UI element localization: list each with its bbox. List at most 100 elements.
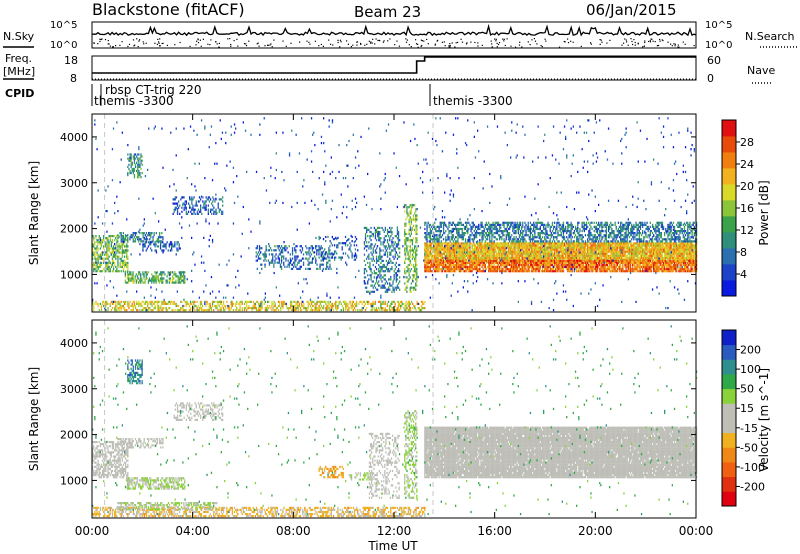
data-cell <box>426 244 428 247</box>
data-cell <box>317 249 319 252</box>
data-cell <box>126 265 128 269</box>
data-cell <box>554 244 556 247</box>
data-cell <box>97 239 99 242</box>
data-cell <box>99 263 101 267</box>
data-cell <box>196 204 198 207</box>
data-cell <box>134 277 136 280</box>
data-cell <box>632 254 634 257</box>
data-cell <box>591 248 593 251</box>
data-cell <box>178 200 180 203</box>
data-cell <box>319 247 321 250</box>
data-cell <box>99 253 101 256</box>
nsearch-point <box>136 38 138 40</box>
data-cell <box>155 279 157 282</box>
data-cell <box>628 246 631 249</box>
data-cell <box>561 252 563 255</box>
data-cell <box>130 271 132 274</box>
data-cell <box>183 279 185 282</box>
data-cell <box>420 309 423 312</box>
data-cell <box>305 251 307 254</box>
data-cell <box>105 253 107 256</box>
data-cell <box>279 300 281 303</box>
data-cell <box>411 286 414 289</box>
data-cell <box>563 256 566 259</box>
data-cell <box>591 252 593 255</box>
data-cell <box>248 300 250 303</box>
data-cell <box>329 300 331 303</box>
data-cell <box>158 304 160 308</box>
data-cell <box>655 258 657 261</box>
data-cell <box>560 250 562 253</box>
data-cell <box>173 273 175 276</box>
data-cell <box>137 236 139 239</box>
nsearch-point <box>449 43 451 45</box>
data-cell <box>537 242 539 245</box>
data-cell <box>176 241 178 244</box>
data-cell <box>116 255 118 258</box>
data-cell <box>455 242 457 245</box>
data-cell <box>408 302 411 305</box>
data-cell <box>112 265 115 269</box>
data-cell <box>287 259 289 262</box>
data-cell <box>449 248 451 251</box>
data-cell <box>431 256 434 259</box>
data-cell <box>131 163 133 166</box>
data-cell <box>598 242 600 245</box>
nsearch-point <box>599 43 601 45</box>
data-cell <box>380 249 382 252</box>
data-cell <box>582 256 584 259</box>
data-cell <box>395 278 397 281</box>
data-cell <box>613 254 615 257</box>
freq-tick-8: 8 <box>70 72 77 85</box>
data-cell <box>493 256 495 259</box>
data-cell <box>462 248 464 251</box>
nsearch-point <box>215 41 217 43</box>
data-cell <box>600 252 602 255</box>
data-cell <box>185 206 187 209</box>
data-cell <box>371 290 373 293</box>
data-cell <box>397 300 400 303</box>
data-cell <box>354 235 357 239</box>
data-cell <box>127 249 129 252</box>
data-cell <box>279 265 282 268</box>
data-cell <box>145 238 148 241</box>
data-cell <box>122 251 125 254</box>
data-cell <box>456 246 458 249</box>
data-cell <box>571 250 573 253</box>
data-cell <box>494 248 496 251</box>
data-cell <box>593 244 595 247</box>
data-cell <box>158 300 160 303</box>
data-cell <box>407 239 409 242</box>
data-cell <box>396 278 399 281</box>
data-cell <box>308 263 310 266</box>
data-cell <box>308 253 310 256</box>
data-cell <box>530 242 533 245</box>
nsearch-point <box>271 46 273 48</box>
data-cell <box>130 304 132 308</box>
data-cell <box>92 247 94 250</box>
data-cell <box>415 282 417 285</box>
data-cell <box>280 259 283 262</box>
data-cell <box>115 265 117 269</box>
nsearch-point <box>671 45 673 47</box>
data-cell <box>430 252 433 255</box>
data-cell <box>396 257 399 260</box>
data-cell <box>148 232 150 235</box>
data-cell <box>408 218 410 221</box>
data-cell <box>386 241 389 244</box>
data-cell <box>274 261 276 264</box>
data-cell <box>543 250 545 253</box>
data-cell <box>373 284 375 287</box>
data-cell <box>279 251 282 254</box>
cpid-label-rbsp: rbsp CT-trig 220 <box>105 83 201 97</box>
data-cell <box>372 249 374 252</box>
data-cell <box>97 302 99 305</box>
data-cell <box>411 278 414 281</box>
data-cell <box>410 212 412 215</box>
nsearch-point <box>436 40 438 42</box>
data-cell <box>513 244 515 247</box>
data-cell <box>349 246 351 249</box>
data-cell <box>549 248 551 251</box>
data-cell <box>263 253 265 256</box>
data-cell <box>490 242 492 245</box>
